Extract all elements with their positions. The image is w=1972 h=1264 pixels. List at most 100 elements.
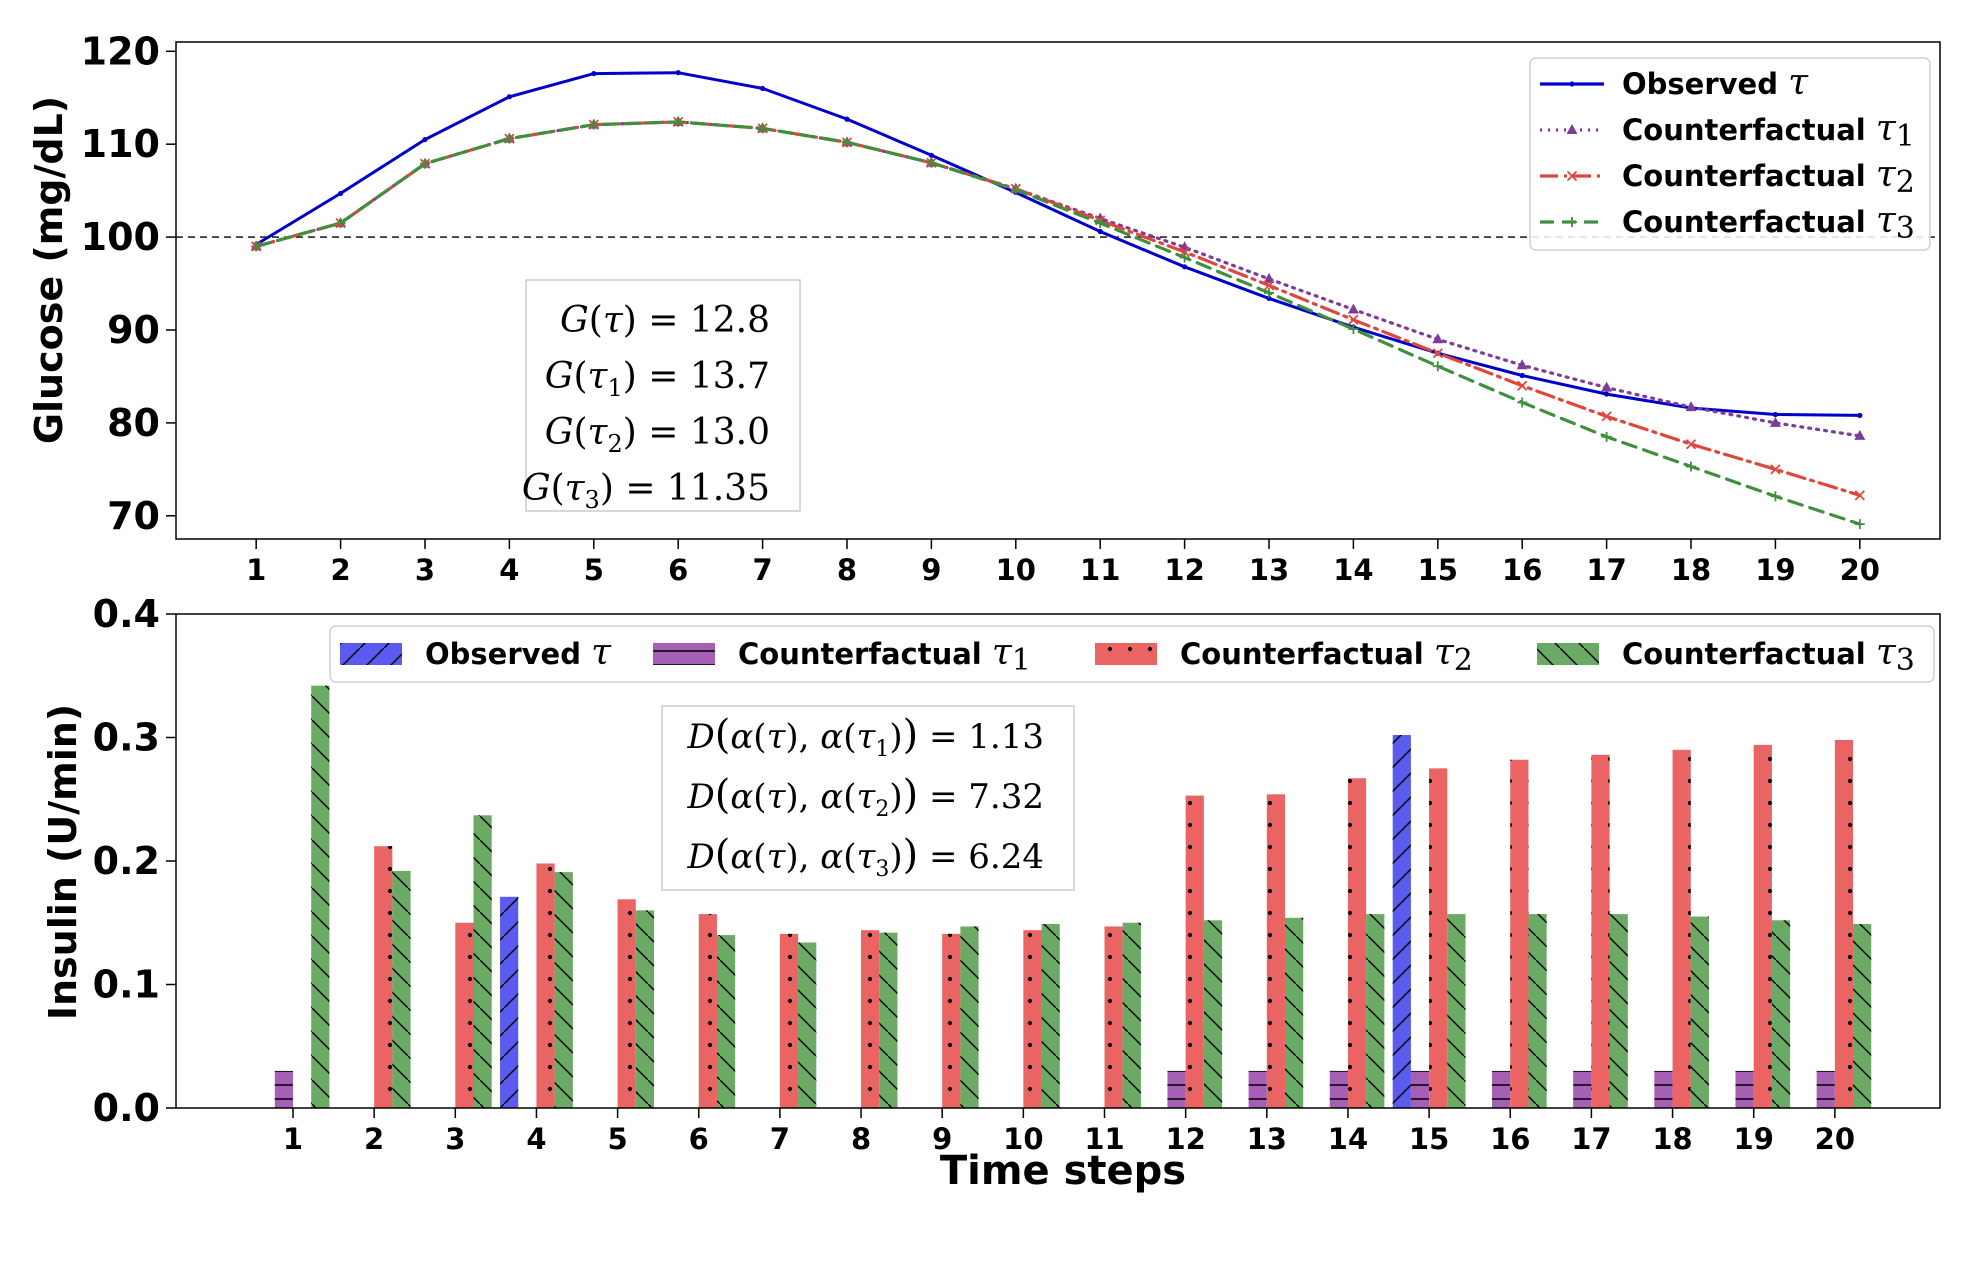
insulin-ytick-label: 0.4	[93, 592, 160, 636]
glucose-point	[673, 116, 684, 127]
glucose-point	[1097, 228, 1103, 235]
glucose-xtick-label: 9	[921, 553, 941, 587]
glucose-point	[337, 190, 344, 197]
glucose-ytick-label: 90	[107, 308, 160, 352]
legend-marker-swatch	[1567, 217, 1577, 227]
legend-marker-swatch	[1569, 81, 1575, 87]
glucose-point	[1179, 252, 1190, 263]
glucose-ytick-label: 70	[107, 494, 160, 538]
insulin-bar	[1591, 754, 1610, 1108]
glucose-point	[422, 136, 428, 143]
glucose-point	[1685, 439, 1697, 450]
insulin-xtick-label: 13	[1247, 1122, 1287, 1156]
glucose-point	[1601, 411, 1612, 422]
insulin-xtick-label: 11	[1084, 1122, 1124, 1156]
glucose-point	[251, 241, 262, 252]
insulin-xtick-label: 5	[608, 1122, 628, 1156]
insulin-bar	[1528, 914, 1547, 1108]
insulin-bar	[1447, 914, 1466, 1108]
insulin-xtick-label: 20	[1815, 1122, 1855, 1156]
glucose-xtick-label: 14	[1333, 553, 1373, 587]
insulin-xtick-label: 12	[1165, 1122, 1205, 1156]
glucose-point	[844, 116, 850, 122]
glucose-point	[1516, 359, 1528, 370]
glucose-point	[335, 218, 346, 229]
glucose-point	[1432, 348, 1443, 359]
insulin-bar	[1410, 1070, 1430, 1108]
glucose-xtick-label: 3	[415, 553, 435, 587]
glucose-point	[675, 70, 681, 76]
glucose-point	[1601, 381, 1613, 392]
glucose-plot-frame	[175, 41, 1941, 540]
glucose-y-axis-label: Glucose (mg/dL)	[27, 96, 71, 444]
glucose-xtick-label: 12	[1164, 553, 1204, 587]
glucose-ytick-label: 120	[81, 29, 160, 73]
glucose-point	[1770, 491, 1781, 502]
glucose-point	[1604, 391, 1610, 397]
glucose-xtick-label: 16	[1502, 553, 1542, 587]
glucose-score-annotation: G(τ) = 12.8 G(τ1) = 13.7 G(τ2) = 13.0 G(τ3)…	[522, 279, 801, 514]
insulin-bar	[1167, 1070, 1186, 1108]
insulin-bar	[1753, 744, 1772, 1108]
insulin-bar	[1392, 735, 1411, 1108]
insulin-xtick-label: 16	[1490, 1122, 1530, 1156]
insulin-distance-line: D(α(τ), α(τ2)) = 7.32	[686, 772, 1044, 822]
glucose-point	[841, 137, 852, 148]
glucose-point	[759, 85, 766, 92]
glucose-point	[506, 94, 512, 100]
insulin-ytick-label: 0.1	[93, 963, 160, 1007]
glucose-line-3	[254, 120, 1862, 526]
insulin-bar	[1185, 795, 1204, 1108]
glucose-xtick-label: 5	[584, 553, 604, 587]
glucose-point	[1770, 464, 1781, 475]
insulin-bar	[1329, 1070, 1348, 1108]
glucose-xtick-label: 19	[1755, 553, 1795, 587]
glucose-line-0	[254, 71, 1862, 417]
glucose-point	[1772, 411, 1779, 418]
glucose-xtick-label: 13	[1249, 553, 1289, 587]
insulin-bar	[698, 914, 717, 1108]
glucose-legend-item-2: Counterfactual τ2	[1540, 154, 1915, 200]
insulin-bar	[879, 932, 898, 1108]
insulin-xtick-label: 8	[851, 1122, 871, 1156]
glucose-xtick-label: 2	[330, 553, 350, 587]
insulin-xtick-label: 4	[526, 1122, 546, 1156]
insulin-bar	[861, 930, 880, 1108]
insulin-legend-label: Counterfactual τ2	[1180, 632, 1473, 678]
insulin-bar	[455, 922, 474, 1108]
glucose-point	[1263, 280, 1275, 291]
insulin-bar	[554, 872, 573, 1108]
insulin-ytick-label: 0.2	[93, 839, 160, 883]
insulin-bar	[1492, 1070, 1511, 1108]
insulin-bar	[1366, 914, 1385, 1108]
insulin-xtick-label: 3	[445, 1122, 465, 1156]
glucose-point	[757, 123, 768, 134]
glucose-point	[588, 119, 599, 130]
glucose-point	[926, 157, 937, 168]
glucose-point	[504, 133, 515, 144]
glucose-xtick-label: 17	[1586, 553, 1626, 587]
insulin-bar	[1654, 1070, 1673, 1108]
insulin-bar	[500, 896, 519, 1108]
glucose-xtick-label: 10	[996, 553, 1036, 587]
insulin-bar	[311, 685, 330, 1108]
glucose-ytick-label: 80	[107, 401, 160, 445]
glucose-line-2	[254, 120, 1862, 497]
insulin-xtick-label: 2	[364, 1122, 384, 1156]
glucose-legend-item-3: Counterfactual τ3	[1540, 200, 1915, 246]
glucose-ytick-label: 100	[81, 215, 160, 259]
insulin-bar	[1203, 920, 1223, 1108]
glucose-point	[1517, 397, 1528, 408]
glucose-xtick-label: 20	[1840, 553, 1880, 587]
insulin-xtick-label: 14	[1328, 1122, 1368, 1156]
glucose-score-line: G(τ) = 12.8	[560, 300, 770, 341]
glucose-legend-label: Observed τ	[1622, 62, 1809, 103]
insulin-legend-item-1: Counterfactual τ1	[653, 632, 1031, 678]
insulin-legend-item-3: Counterfactual τ3	[1537, 632, 1915, 678]
glucose-point	[928, 152, 934, 158]
glucose-score-line: G(τ1) = 13.7	[545, 356, 770, 402]
glucose-point	[1266, 295, 1272, 301]
insulin-distance-line: D(α(τ), α(τ3)) = 6.24	[686, 832, 1044, 882]
glucose-series-0	[253, 70, 1863, 419]
